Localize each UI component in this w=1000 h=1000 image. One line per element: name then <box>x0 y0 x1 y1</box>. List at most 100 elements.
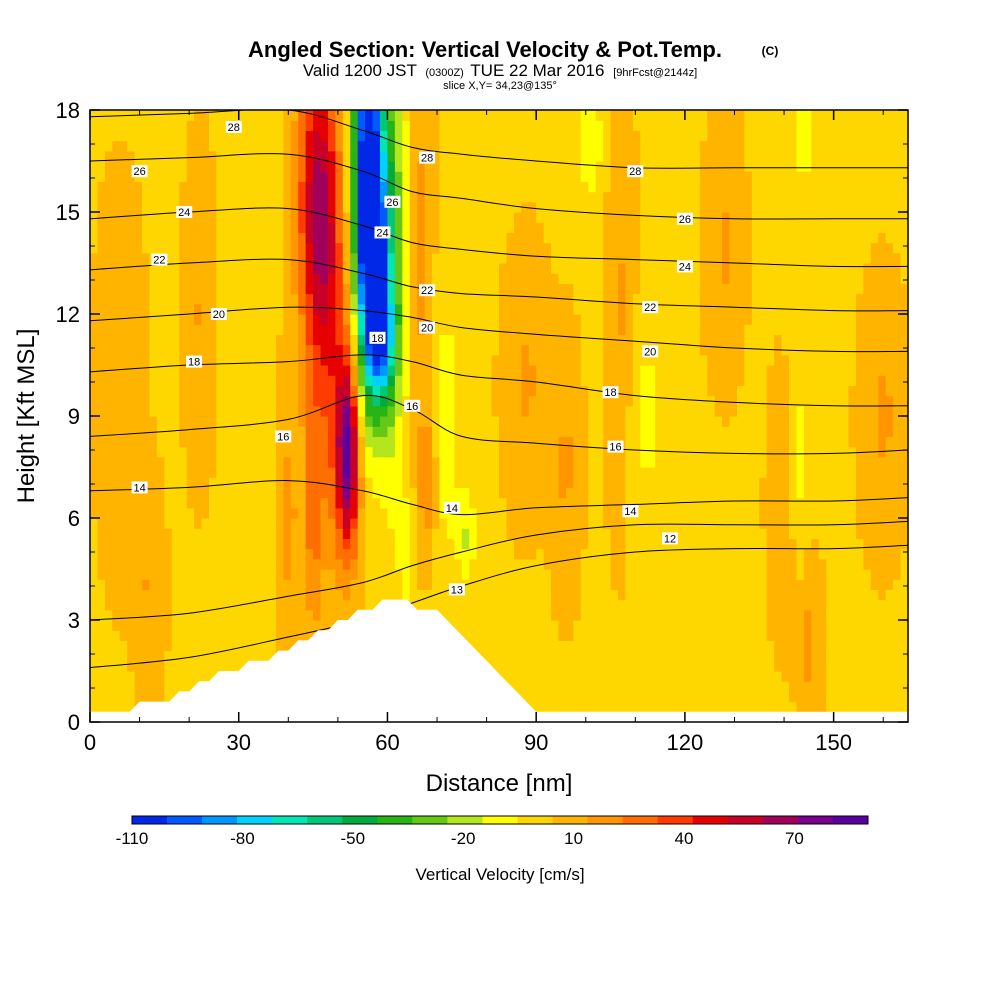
velocity-cell <box>580 242 589 254</box>
velocity-cell <box>588 344 597 356</box>
velocity-cell <box>201 569 210 580</box>
velocity-cell <box>513 558 522 570</box>
velocity-cell <box>617 691 627 703</box>
velocity-cell <box>491 569 500 580</box>
velocity-cell <box>632 365 641 376</box>
velocity-cell <box>580 283 589 295</box>
velocity-cell <box>521 599 530 611</box>
velocity-cell <box>342 130 351 142</box>
velocity-cell <box>320 161 329 172</box>
velocity-cell <box>543 558 552 570</box>
velocity-cell <box>164 620 173 631</box>
velocity-cell <box>565 467 574 478</box>
velocity-cell <box>246 620 255 631</box>
velocity-cell <box>194 548 203 560</box>
velocity-cell <box>246 344 255 356</box>
velocity-cell <box>640 630 649 641</box>
velocity-cell <box>268 344 277 356</box>
velocity-cell <box>90 660 99 672</box>
velocity-cell <box>573 283 582 295</box>
velocity-cell <box>290 579 299 590</box>
velocity-cell <box>513 334 522 346</box>
velocity-cell <box>238 589 247 601</box>
velocity-cell <box>238 650 247 662</box>
velocity-cell <box>90 497 99 509</box>
velocity-cell <box>595 150 604 162</box>
velocity-cell <box>402 579 411 590</box>
velocity-cell <box>573 324 582 335</box>
velocity-cell <box>580 232 589 244</box>
velocity-cell <box>380 477 389 488</box>
velocity-cell <box>699 650 708 662</box>
velocity-cell <box>231 416 240 427</box>
velocity-cell <box>632 201 641 213</box>
velocity-cell <box>216 191 225 203</box>
velocity-cell <box>246 609 255 621</box>
velocity-cell <box>327 558 336 570</box>
velocity-cell <box>484 314 493 325</box>
velocity-cell <box>156 497 165 509</box>
velocity-cell <box>119 222 128 233</box>
velocity-cell <box>632 579 641 590</box>
velocity-cell <box>104 640 113 652</box>
velocity-cell <box>528 426 537 437</box>
velocity-cell <box>298 181 307 193</box>
velocity-cell <box>484 303 493 315</box>
velocity-cell <box>313 518 322 529</box>
velocity-cell <box>298 334 307 346</box>
velocity-cell <box>647 242 656 254</box>
velocity-cell <box>320 405 329 417</box>
velocity-cell <box>603 344 612 356</box>
velocity-cell <box>565 150 574 162</box>
velocity-cell <box>409 507 418 519</box>
velocity-cell <box>283 609 292 621</box>
velocity-cell <box>588 222 597 233</box>
velocity-cell <box>246 650 255 662</box>
velocity-cell <box>90 110 99 121</box>
velocity-cell <box>394 222 403 233</box>
velocity-cell <box>677 671 686 682</box>
velocity-cell <box>699 558 708 570</box>
velocity-cell <box>149 212 158 223</box>
velocity-cell <box>164 558 173 570</box>
velocity-cell <box>439 446 448 458</box>
velocity-cell <box>699 671 708 682</box>
velocity-cell <box>231 324 240 335</box>
velocity-cell <box>573 650 582 662</box>
velocity-cell <box>595 528 604 539</box>
velocity-cell <box>573 518 582 529</box>
velocity-cell <box>335 558 344 570</box>
velocity-cell <box>692 671 701 682</box>
velocity-cell <box>521 538 530 550</box>
velocity-cell <box>90 212 99 223</box>
velocity-cell <box>335 456 344 468</box>
velocity-cell <box>253 579 262 590</box>
velocity-cell <box>231 456 240 468</box>
velocity-cell <box>186 395 195 407</box>
velocity-cell <box>528 242 537 254</box>
velocity-cell <box>335 120 344 131</box>
velocity-cell <box>625 487 634 499</box>
velocity-cell <box>275 201 284 213</box>
velocity-cell <box>186 324 195 335</box>
velocity-cell <box>380 324 389 335</box>
velocity-cell <box>119 150 128 162</box>
velocity-cell <box>313 120 322 131</box>
velocity-cell <box>104 385 113 397</box>
velocity-cell <box>127 191 136 203</box>
velocity-cell <box>558 446 567 458</box>
velocity-cell <box>313 354 322 366</box>
velocity-cell <box>372 569 381 580</box>
velocity-cell <box>536 671 545 682</box>
velocity-cell <box>528 140 537 152</box>
velocity-cell <box>506 110 515 121</box>
velocity-cell <box>164 436 173 448</box>
velocity-cell <box>112 201 121 213</box>
velocity-cell <box>134 640 143 652</box>
velocity-cell <box>127 212 136 223</box>
velocity-cell <box>595 446 604 458</box>
velocity-cell <box>97 324 106 335</box>
velocity-cell <box>692 487 701 499</box>
velocity-cell <box>617 232 627 244</box>
velocity-cell <box>409 161 418 172</box>
